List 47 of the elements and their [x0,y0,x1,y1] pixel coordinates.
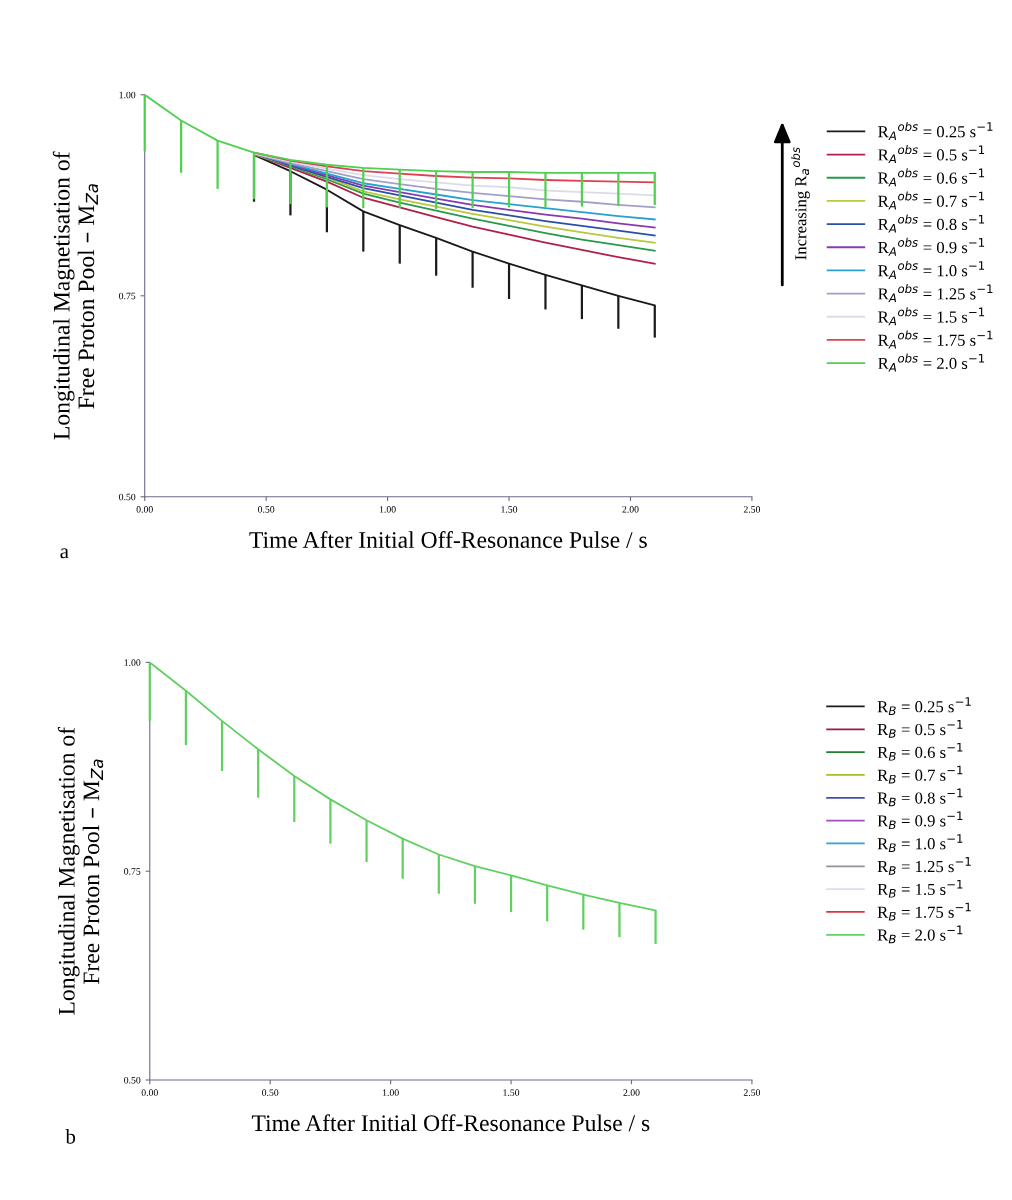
text: Increasing R$_{a}$$^{obs}$ [790,147,810,260]
legend-label: R$_{A}$$^{obs}$ = 2.0 s$^{−1}$ [878,353,985,372]
legend-label: R$_{A}$$^{obs}$ = 0.8 s$^{−1}$ [878,214,985,233]
legend-label: R$_{A}$$^{obs}$ = 0.25 s$^{−1}$ [878,121,993,140]
legend-label: R$_{B}$ = 0.7 s$^{−1}$ [877,765,963,784]
legend-label: R$_{B}$ = 1.25 s$^{−1}$ [877,857,971,875]
legend-label: R$_{A}$$^{obs}$ = 0.9 s$^{−1}$ [878,237,985,256]
x-axis-title: Time After Initial Off-Resonance Pulse / s [251,1114,650,1132]
x-tick-label: 1.00 [382,1089,399,1096]
legend-label: R$_{A}$$^{obs}$ = 0.5 s$^{−1}$ [878,145,985,164]
legend-label: R$_{B}$ = 0.25 s$^{−1}$ [877,697,971,715]
x-tick-label: 2.50 [743,1089,761,1096]
text: a [60,548,69,559]
x-tick-label: 2.00 [622,506,639,513]
x-tick-label: 1.50 [503,1089,520,1096]
x-axis-title: Time After Initial Off-Resonance Pulse / s [249,531,647,548]
x-tick-label: 2.00 [623,1089,640,1096]
y-tick-label: 0.75 [119,292,136,300]
legend-label: R$_{B}$ = 0.8 s$^{−1}$ [877,788,963,807]
y-axis-title: Longitudinal Magnetisation of Free Proton Pool – M$_{Za}$ [57,726,104,1015]
y-tick-label: 0.50 [124,1076,141,1084]
legend-label: R$_{B}$ = 0.5 s$^{−1}$ [877,720,963,738]
legend-label: R$_{B}$ = 1.75 s$^{−1}$ [877,902,971,921]
legend-label: R$_{B}$ = 1.0 s$^{−1}$ [877,834,963,852]
x-tick-label: 0.00 [136,506,153,513]
x-tick-label: 0.50 [258,506,275,513]
legend-label: R$_{A}$$^{obs}$ = 0.7 s$^{−1}$ [878,191,985,210]
legend-label: R$_{A}$$^{obs}$ = 1.75 s$^{−1}$ [878,330,993,349]
x-tick-label: 0.50 [262,1089,279,1096]
y-tick-label: 0.50 [119,493,136,501]
y-tick-label: 1.00 [119,91,136,99]
legend-label: R$_{A}$$^{obs}$ = 1.5 s$^{−1}$ [878,307,985,326]
legend-label: R$_{A}$$^{obs}$ = 0.6 s$^{−1}$ [878,168,985,187]
y-tick-label: 0.75 [124,868,141,875]
legend-label: R$_{B}$ = 1.5 s$^{−1}$ [877,879,963,898]
legend-label: R$_{A}$$^{obs}$ = 1.0 s$^{−1}$ [878,260,985,279]
legend-label: R$_{B}$ = 0.9 s$^{−1}$ [877,811,963,830]
text: b [65,1129,76,1144]
x-tick-label: 0.00 [141,1089,158,1096]
legend-label: R$_{B}$ = 2.0 s$^{−1}$ [877,925,963,944]
legend-label: R$_{B}$ = 0.6 s$^{−1}$ [877,742,963,761]
x-tick-label: 1.50 [501,506,518,513]
y-axis-title: Longitudinal Magnetisation of Free Proton Pool – M$_{Za}$ [52,151,99,440]
y-tick-label: 1.00 [124,659,141,666]
legend-label: R$_{A}$$^{obs}$ = 1.25 s$^{−1}$ [878,284,993,303]
x-tick-label: 1.00 [379,506,396,513]
x-tick-label: 2.50 [743,506,761,513]
